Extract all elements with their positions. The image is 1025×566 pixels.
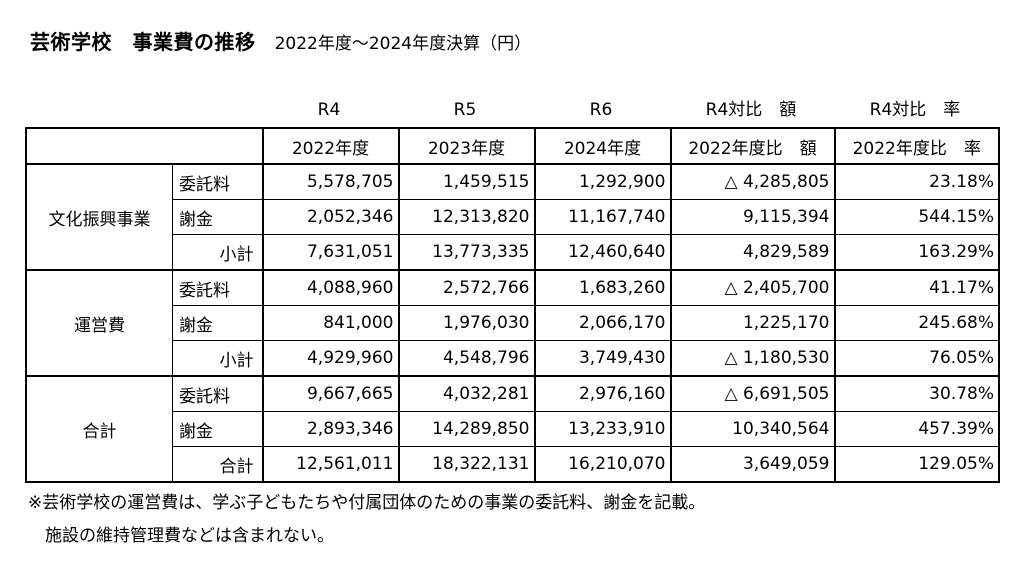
cell-diff: 9,115,394: [670, 199, 836, 235]
table-row: 文化振興事業 委託料 5,578,705 1,459,515 1,292,900…: [26, 163, 999, 271]
cell-rate: 129.05%: [834, 446, 999, 482]
cell-r6: 16,210,070: [534, 446, 672, 482]
cell-r4: 4,929,960: [262, 340, 400, 377]
cell-r4: 7,631,051: [262, 234, 400, 271]
cell-r5: 2,572,766: [398, 269, 536, 306]
table-row: 謝金 2,052,346 12,313,820 11,167,740 9,115…: [27, 199, 999, 235]
cell-r6: 1,292,900: [534, 163, 672, 200]
cell-diff: △ 2,405,700: [670, 269, 836, 306]
cell-rate: 457.39%: [834, 411, 999, 447]
cell-rate: 76.05%: [834, 340, 999, 377]
row-label: 委託料: [172, 269, 264, 306]
cell-r4: 2,893,346: [262, 411, 400, 447]
cell-r6: 12,460,640: [534, 234, 672, 271]
colhead-rate: R4対比 率: [869, 100, 961, 120]
cell-diff: 1,225,170: [670, 305, 836, 341]
cell-r5: 4,032,281: [398, 375, 536, 412]
cell-diff: △ 6,691,505: [670, 375, 836, 412]
table-row: 小計 4,929,960 4,548,796 3,749,430 △ 1,180…: [27, 340, 999, 377]
cell-rate: 163.29%: [834, 234, 999, 271]
colhead-diff: R4対比 額: [705, 100, 797, 120]
cell-r4: 4,088,960: [262, 269, 400, 306]
cell-r4: 12,561,011: [262, 446, 400, 482]
cell-diff: △ 1,180,530: [670, 340, 836, 377]
table-row: 合計 12,561,011 18,322,131 16,210,070 3,64…: [27, 446, 999, 482]
cell-r6: 11,167,740: [534, 199, 672, 235]
colhead-r4: R4: [317, 100, 341, 120]
group-label: 文化振興事業: [26, 163, 173, 271]
cell-rate: 30.78%: [834, 375, 999, 412]
header-row: 2022年度 2023年度 2024年度 2022年度比 額 2022年度比 率: [26, 128, 999, 165]
cell-r6: 2,066,170: [534, 305, 672, 341]
cell-diff: 3,649,059: [670, 446, 836, 482]
table-row: 謝金 841,000 1,976,030 2,066,170 1,225,170…: [27, 305, 999, 341]
cell-r5: 1,459,515: [398, 163, 536, 200]
header-year-r5: 2023年度: [398, 128, 536, 165]
row-label: 委託料: [172, 375, 264, 412]
header-year-diff: 2022年度比 額: [670, 128, 836, 165]
row-label: 謝金: [172, 411, 264, 447]
group-label: 合計: [26, 375, 173, 482]
cell-diff: △ 4,285,805: [670, 163, 836, 200]
row-label: 小計: [172, 234, 264, 271]
footnote-line-2: 施設の維持管理費などは含まれない。: [28, 526, 334, 546]
cell-r4: 9,667,665: [262, 375, 400, 412]
cell-r6: 1,683,260: [534, 269, 672, 306]
row-label: 委託料: [172, 163, 264, 200]
cell-r6: 3,749,430: [534, 340, 672, 377]
cell-r5: 14,289,850: [398, 411, 536, 447]
cell-rate: 544.15%: [834, 199, 999, 235]
footnote-line-1: ※芸術学校の運営費は、学ぶ子どもたちや付属団体のための事業の委託料、謝金を記載。: [28, 493, 706, 513]
row-label: 謝金: [172, 199, 264, 235]
title-row: 芸術学校 事業費の推移 2022年度～2024年度決算（円）: [30, 26, 531, 56]
cell-rate: 245.68%: [834, 305, 999, 341]
cell-r6: 13,233,910: [534, 411, 672, 447]
cell-r6: 2,976,160: [534, 375, 672, 412]
cell-r4: 2,052,346: [262, 199, 400, 235]
row-label: 合計: [172, 446, 264, 482]
cell-r5: 13,773,335: [398, 234, 536, 271]
header-year-r4: 2022年度: [262, 128, 400, 165]
cell-r5: 18,322,131: [398, 446, 536, 482]
header-year-rate: 2022年度比 率: [834, 128, 999, 165]
budget-table: 2022年度 2023年度 2024年度 2022年度比 額 2022年度比 率…: [25, 127, 1000, 483]
group-label: 運営費: [26, 269, 173, 377]
colhead-r5: R5: [453, 100, 477, 120]
table-row: 謝金 2,893,346 14,289,850 13,233,910 10,34…: [27, 411, 999, 447]
page-title: 芸術学校 事業費の推移: [30, 30, 256, 54]
cell-diff: 4,829,589: [670, 234, 836, 271]
cell-r4: 5,578,705: [262, 163, 400, 200]
table-row: 合計 委託料 9,667,665 4,032,281 2,976,160 △ 6…: [26, 375, 999, 482]
cell-rate: 41.17%: [834, 269, 999, 306]
row-label: 謝金: [172, 305, 264, 341]
cell-diff: 10,340,564: [670, 411, 836, 447]
cell-r5: 4,548,796: [398, 340, 536, 377]
table-row: 運営費 委託料 4,088,960 2,572,766 1,683,260 △ …: [26, 269, 999, 377]
cell-r4: 841,000: [262, 305, 400, 341]
header-year-r6: 2024年度: [534, 128, 672, 165]
cell-r5: 1,976,030: [398, 305, 536, 341]
table-row: 小計 7,631,051 13,773,335 12,460,640 4,829…: [27, 234, 999, 271]
cell-r5: 12,313,820: [398, 199, 536, 235]
colhead-r6: R6: [589, 100, 613, 120]
page-subtitle: 2022年度～2024年度決算（円）: [274, 34, 532, 54]
cell-rate: 23.18%: [834, 163, 999, 200]
row-label: 小計: [172, 340, 264, 377]
header-blank: [26, 128, 264, 165]
